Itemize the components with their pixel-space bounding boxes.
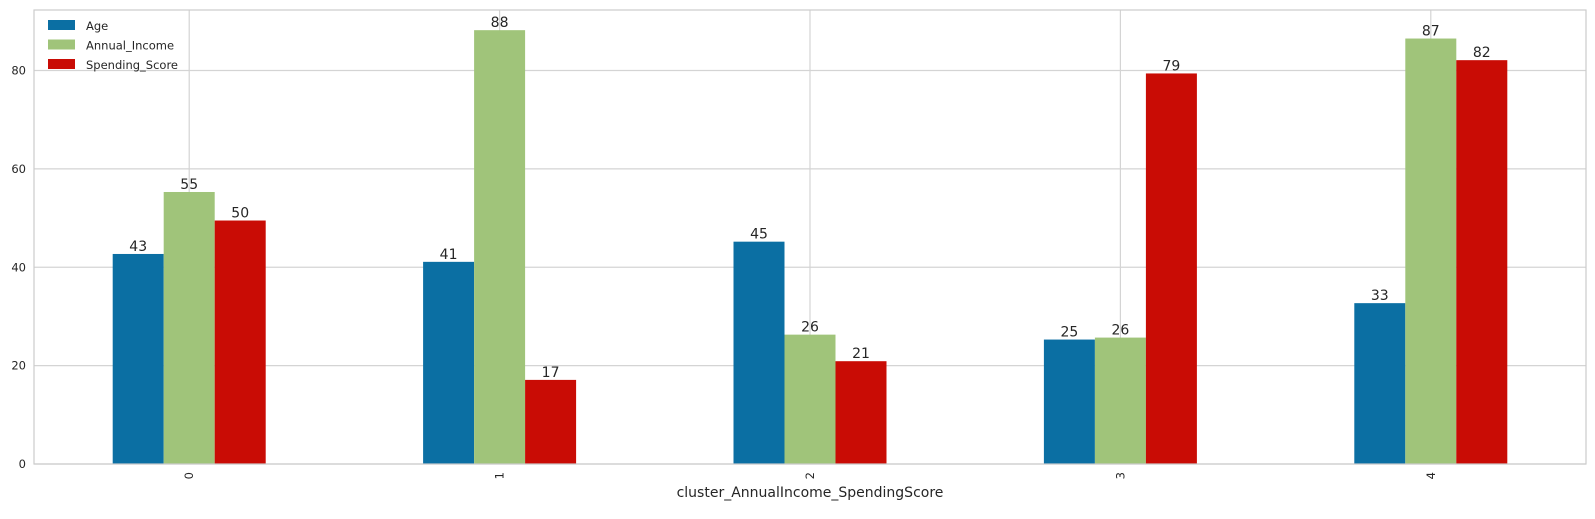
- bar-value-label: 88: [491, 15, 509, 31]
- y-tick-label: 40: [11, 260, 26, 274]
- bar-spending-score: [214, 220, 266, 464]
- bar-annual-income: [163, 191, 215, 464]
- bar-spending-score: [835, 361, 887, 464]
- bar-annual-income: [1094, 337, 1146, 464]
- bar-spending-score: [1145, 73, 1197, 465]
- bar-value-label: 25: [1060, 325, 1078, 341]
- bar-value-label: 41: [440, 247, 458, 263]
- bar-age: [112, 253, 164, 464]
- data-labels: 43 41 45 25 33 55 88 26 26 87 50 17 21 79 82: [129, 15, 1490, 381]
- x-tick-label: 3: [1113, 472, 1127, 479]
- bar-value-label: 21: [852, 346, 870, 362]
- legend-label: Age: [86, 19, 108, 33]
- bar-value-label: 33: [1371, 288, 1389, 304]
- bar-value-label: 26: [801, 320, 819, 336]
- bar-annual-income: [1405, 38, 1457, 464]
- bars: [112, 30, 1508, 465]
- y-axis: 0 20 40 60 80: [11, 64, 26, 471]
- legend-swatch: [48, 20, 75, 30]
- x-tick-label: 4: [1424, 472, 1438, 479]
- bar-value-label: 79: [1162, 58, 1180, 74]
- legend: Age Annual_Income Spending_Score: [48, 19, 178, 72]
- bar-value-label: 45: [750, 227, 768, 243]
- bar-value-label: 87: [1422, 24, 1440, 40]
- bar-annual-income: [474, 30, 526, 465]
- bar-value-label: 50: [231, 206, 249, 222]
- bar-spending-score: [525, 379, 577, 464]
- legend-swatch: [48, 39, 75, 50]
- bar-value-label: 55: [180, 177, 198, 193]
- legend-label: Spending_Score: [86, 58, 178, 72]
- y-tick-label: 60: [11, 162, 26, 176]
- x-axis: 0 1 2 3 4: [182, 472, 1438, 479]
- bar-value-label: 43: [129, 239, 147, 255]
- bar-age: [1043, 339, 1095, 464]
- plot-frame: [33, 9, 1587, 465]
- legend-swatch: [48, 59, 75, 69]
- bar-value-label: 82: [1473, 45, 1491, 61]
- y-tick-label: 0: [19, 457, 26, 471]
- bar-value-label: 26: [1111, 323, 1129, 339]
- bar-age: [1354, 303, 1406, 464]
- x-tick-label: 2: [803, 472, 817, 479]
- y-tick-label: 20: [11, 359, 26, 373]
- x-tick-label: 1: [493, 472, 507, 479]
- y-tick-label: 80: [11, 64, 26, 78]
- bar-spending-score: [1456, 60, 1508, 465]
- x-axis-label: cluster_AnnualIncome_SpendingScore: [677, 485, 944, 501]
- bar-age: [423, 261, 475, 464]
- bar-value-label: 17: [542, 365, 560, 381]
- legend-label: Annual_Income: [86, 39, 174, 53]
- x-tick-label: 0: [182, 472, 196, 479]
- bar-annual-income: [784, 334, 836, 464]
- bar-age: [733, 241, 785, 464]
